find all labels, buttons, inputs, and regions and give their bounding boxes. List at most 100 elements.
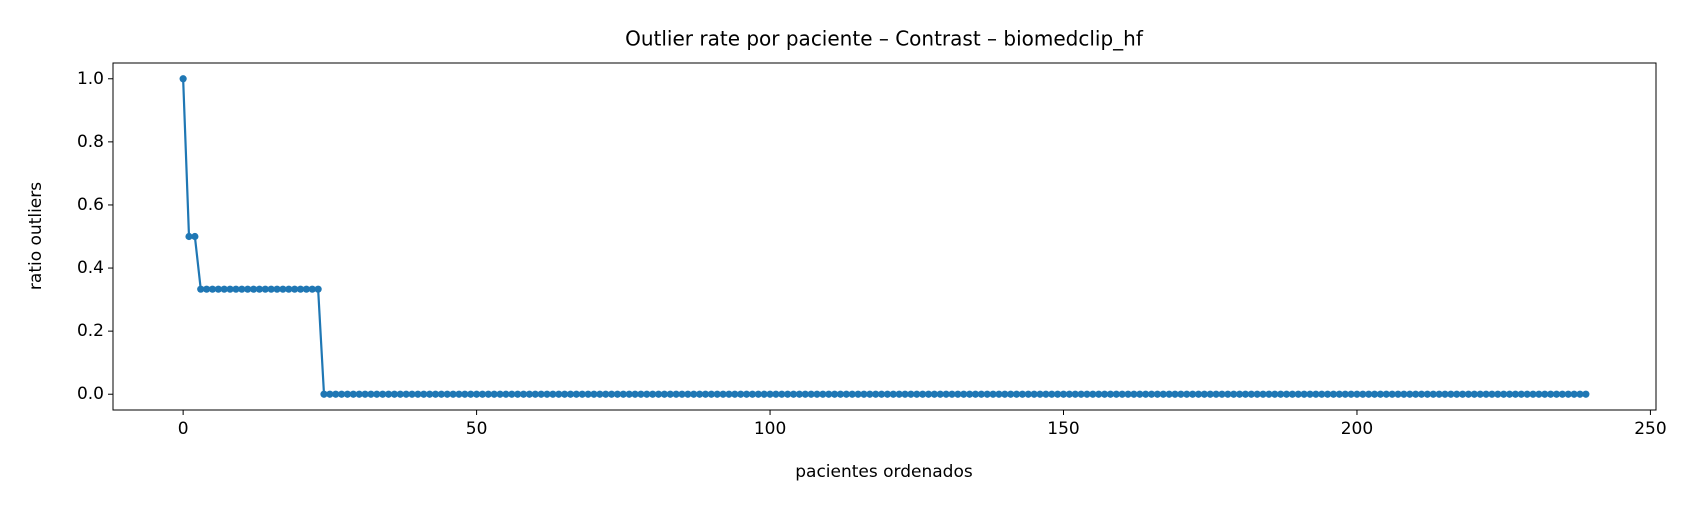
data-point: [244, 285, 252, 293]
data-point: [901, 390, 909, 398]
data-point: [455, 390, 463, 398]
data-point: [930, 390, 938, 398]
data-point: [414, 390, 422, 398]
data-point: [519, 390, 528, 398]
data-point: [1159, 390, 1167, 398]
data-point: [831, 390, 839, 398]
data-point: [1200, 390, 1208, 398]
data-point: [355, 390, 363, 398]
data-point: [1271, 390, 1279, 398]
y-tick-label: 0.2: [77, 321, 104, 341]
data-point: [807, 390, 815, 398]
data-point: [866, 390, 874, 398]
data-point: [1235, 390, 1244, 398]
y-tick-label: 0.4: [77, 258, 104, 278]
data-point: [795, 390, 803, 398]
data-point: [1241, 390, 1250, 398]
data-point: [707, 390, 715, 398]
data-point: [942, 390, 950, 398]
data-point: [1365, 390, 1373, 398]
data-point: [249, 285, 258, 293]
data-point: [960, 390, 968, 398]
data-point: [1429, 390, 1437, 398]
data-point: [1329, 390, 1338, 398]
data-point: [531, 390, 539, 398]
data-point: [971, 390, 980, 398]
data-point: [1300, 390, 1308, 398]
data-point: [895, 390, 903, 398]
data-point: [602, 390, 610, 398]
data-point: [1347, 390, 1355, 398]
data-point: [1582, 390, 1590, 398]
data-point: [1277, 390, 1285, 398]
data-point: [1324, 390, 1332, 398]
data-point: [502, 390, 510, 398]
data-point: [232, 285, 240, 293]
x-tick-label: 150: [1047, 419, 1079, 439]
data-point: [1001, 390, 1009, 398]
data-point: [1259, 390, 1267, 398]
data-point: [1453, 390, 1461, 398]
data-point: [1153, 390, 1162, 398]
data-point: [437, 390, 445, 398]
data-point: [314, 285, 322, 293]
data-point: [1012, 390, 1021, 398]
data-point: [214, 285, 222, 293]
data-point: [1353, 390, 1361, 398]
data-point: [1282, 390, 1291, 398]
data-point: [1048, 390, 1056, 398]
data-point: [684, 390, 692, 398]
data-point: [508, 390, 516, 398]
data-point: [572, 390, 580, 398]
data-point: [461, 390, 469, 398]
data-point: [443, 390, 451, 398]
data-point: [936, 390, 944, 398]
data-point: [660, 390, 669, 398]
data-point: [813, 390, 821, 398]
data-point: [555, 390, 563, 398]
data-point: [1171, 390, 1179, 398]
data-point: [285, 285, 293, 293]
data-point: [1224, 390, 1232, 398]
data-point: [1488, 390, 1496, 398]
data-point: [1447, 390, 1455, 398]
data-point: [1400, 390, 1408, 398]
x-tick-label: 50: [466, 419, 488, 439]
data-point: [919, 390, 927, 398]
data-point: [690, 390, 698, 398]
data-point: [1341, 390, 1349, 398]
data-point: [349, 390, 357, 398]
data-point: [678, 390, 686, 398]
data-point: [1564, 390, 1572, 398]
data-point: [279, 285, 287, 293]
data-point: [948, 390, 956, 398]
data-point: [1030, 390, 1038, 398]
data-point: [924, 390, 933, 398]
data-point: [1183, 390, 1191, 398]
data-point: [1218, 390, 1226, 398]
data-point: [1230, 390, 1238, 398]
data-point: [995, 390, 1003, 398]
data-point: [490, 390, 498, 398]
data-point: [789, 390, 798, 398]
data-point: [1077, 390, 1085, 398]
data-point: [1406, 390, 1414, 398]
data-point: [1511, 390, 1520, 398]
y-axis-label: ratio outliers: [26, 182, 46, 290]
data-point: [1194, 390, 1203, 398]
data-point: [308, 285, 316, 293]
data-point: [431, 390, 440, 398]
data-point: [1482, 390, 1490, 398]
data-point: [1265, 390, 1273, 398]
data-point: [731, 390, 739, 398]
data-point: [1470, 390, 1478, 398]
data-point: [226, 285, 234, 293]
data-point: [1247, 390, 1255, 398]
data-point: [197, 285, 205, 293]
data-point: [1388, 390, 1396, 398]
data-point: [1089, 390, 1097, 398]
x-tick-label: 250: [1634, 419, 1666, 439]
data-point: [578, 390, 586, 398]
y-tick-label: 0.6: [77, 195, 104, 215]
